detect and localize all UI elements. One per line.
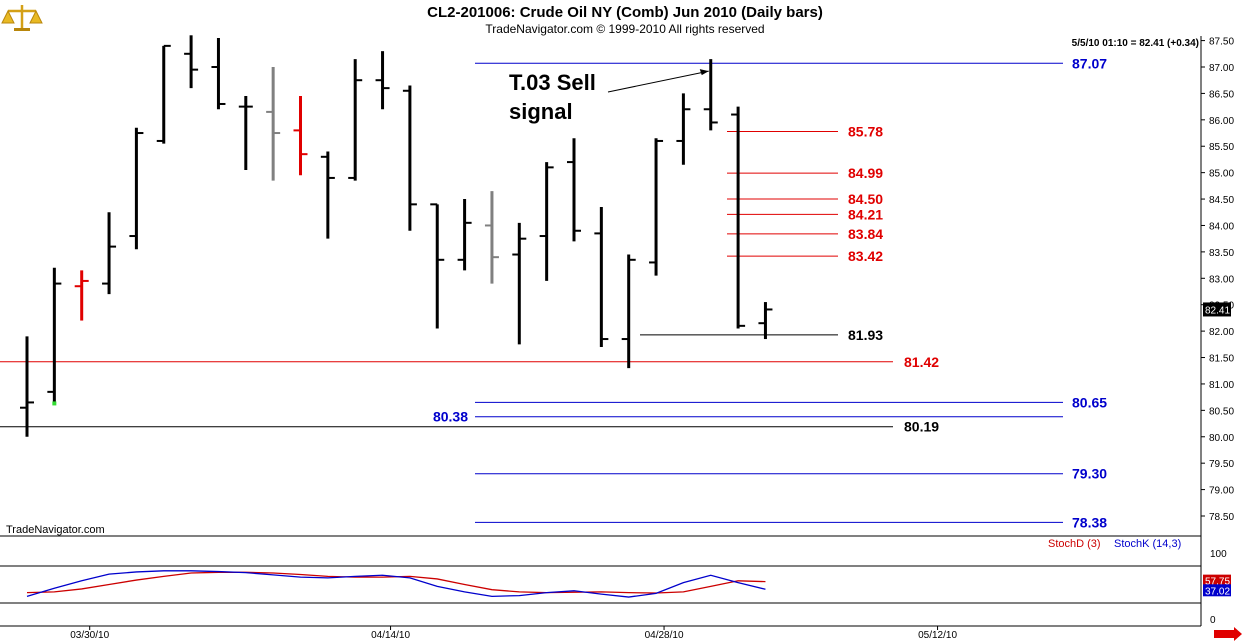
ohlc-bar	[621, 254, 636, 369]
y-tick-label: 85.00	[1209, 169, 1234, 180]
y-tick-label: 82.00	[1209, 327, 1234, 338]
ohlc-bar	[457, 199, 472, 271]
ohlc-bar	[129, 127, 144, 250]
ohlc-bar	[567, 138, 581, 242]
price-badge-text: 82.41	[1205, 305, 1230, 316]
arrow-shaft	[607, 70, 709, 93]
ohlc-bars	[20, 35, 773, 437]
last-price-badge: 82.41	[1203, 302, 1231, 317]
ohlc-bar	[266, 67, 281, 181]
y-tick-label: 81.00	[1209, 380, 1234, 391]
ohlc-bar	[74, 270, 89, 321]
level-label: 84.21	[848, 206, 883, 222]
ohlc-bar	[156, 44, 171, 144]
scroll-right-arrow-icon[interactable]	[1214, 627, 1242, 641]
price-badge-bg	[1203, 302, 1231, 317]
level-label: 79.30	[1072, 466, 1107, 482]
ohlc-bar	[430, 203, 445, 329]
ohlc-bar	[731, 106, 746, 329]
legend-stochk: StochK (14,3)	[1114, 538, 1181, 550]
ohlc-bar	[20, 336, 34, 437]
stoch-tick-label: 100	[1210, 549, 1227, 560]
y-tick-label: 80.50	[1209, 406, 1234, 417]
y-tick-label: 87.00	[1209, 63, 1234, 74]
last-quote: 5/5/10 01:10 = 82.41 (+0.34)	[1072, 38, 1199, 49]
legend-stochd: StochD (3)	[1048, 538, 1101, 550]
ohlc-bar	[47, 267, 62, 406]
watermark-text: TradeNavigator.com	[6, 524, 105, 536]
level-label: 80.65	[1072, 394, 1107, 410]
level-label: 83.42	[848, 248, 883, 264]
level-label: 87.07	[1072, 55, 1107, 71]
y-tick-label: 86.50	[1209, 89, 1234, 100]
ohlc-bar	[211, 37, 226, 110]
ohlc-bar	[320, 151, 335, 239]
level-label: 81.93	[848, 327, 883, 343]
ohlc-bar	[402, 85, 417, 231]
ohlc-bar	[676, 93, 691, 165]
ohlc-bar	[102, 212, 117, 295]
annotation-arrow	[607, 69, 709, 93]
y-tick-label: 83.00	[1209, 274, 1234, 285]
level-label: 84.99	[848, 165, 883, 181]
level-label: 81.42	[904, 354, 939, 370]
ohlc-bar	[512, 222, 527, 345]
stoch-last-label: 57.75	[1205, 577, 1230, 588]
annotation-line1: T.03 Sell	[509, 70, 596, 95]
chart-title: CL2-201006: Crude Oil NY (Comb) Jun 2010…	[427, 4, 823, 21]
y-tick-label: 85.50	[1209, 142, 1234, 153]
ohlc-bar	[758, 302, 773, 340]
ohlc-bar	[484, 191, 499, 284]
y-tick-label: 81.50	[1209, 354, 1234, 365]
price-y-axis: 87.50 87.00 86.50 86.00 85.50 85.00 84.50 84.00…	[1201, 37, 1234, 523]
x-tick-label: 05/12/10	[918, 630, 957, 641]
chart-header: CL2-201006: Crude Oil NY (Comb) Jun 2010…	[427, 4, 1199, 49]
copyright-text: TradeNavigator.com © 1999-2010 All right…	[485, 22, 764, 36]
y-tick-label: 80.00	[1209, 433, 1234, 444]
stoch-last-label: 37.02	[1205, 586, 1230, 597]
ohlc-bar	[375, 51, 390, 110]
ohlc-bar	[348, 59, 363, 181]
x-tick-label: 04/28/10	[645, 630, 684, 641]
level-label: 80.38	[433, 409, 468, 425]
signal-marker	[52, 401, 57, 406]
level-label: 78.38	[1072, 514, 1107, 530]
annotation-line2: signal	[509, 99, 573, 124]
y-tick-label: 84.00	[1209, 221, 1234, 232]
stoch-series-line	[26, 571, 766, 594]
x-tick-label: 03/30/10	[70, 630, 109, 641]
y-tick-label: 87.50	[1209, 37, 1234, 48]
y-tick-label: 79.00	[1209, 486, 1234, 497]
ohlc-bar	[594, 206, 609, 347]
arrow-head	[699, 69, 709, 76]
stoch-last-badge	[1203, 584, 1231, 597]
ohlc-bar	[184, 35, 199, 89]
stoch-last-badge	[1203, 574, 1231, 587]
sell-signal-annotation: T.03 Sell signal	[509, 69, 709, 124]
ohlc-bar	[293, 96, 308, 176]
date-x-axis: 03/30/10 04/14/10 04/28/10 05/12/10	[70, 626, 957, 641]
ohlc-bar	[649, 138, 664, 276]
y-tick-label: 83.50	[1209, 248, 1234, 259]
ohlc-bar	[238, 96, 253, 171]
level-label: 83.84	[848, 226, 883, 242]
y-tick-label: 84.50	[1209, 195, 1234, 206]
y-tick-label: 78.50	[1209, 512, 1234, 523]
stoch-tick-label: 0	[1210, 615, 1216, 626]
stoch-series-line	[26, 570, 766, 598]
level-label: 85.78	[848, 123, 883, 139]
x-tick-label: 04/14/10	[371, 630, 410, 641]
y-tick-label: 86.00	[1209, 116, 1234, 127]
ohlc-bar	[539, 162, 554, 281]
level-label: 80.19	[904, 419, 939, 435]
y-tick-label: 79.50	[1209, 459, 1234, 470]
balance-logo-icon	[1, 5, 43, 31]
level-label: 84.50	[848, 191, 883, 207]
ohlc-bar	[703, 59, 718, 131]
